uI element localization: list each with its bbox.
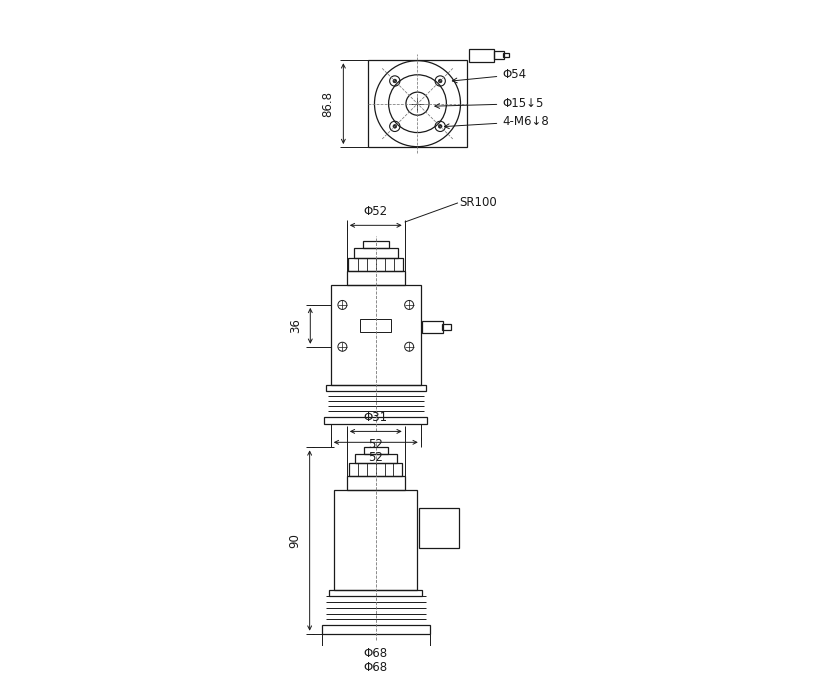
Text: Φ52: Φ52 xyxy=(364,205,387,217)
Text: 52: 52 xyxy=(368,437,383,451)
Bar xyxy=(503,53,509,57)
Bar xyxy=(468,49,494,61)
Bar xyxy=(326,385,426,391)
Bar xyxy=(494,51,504,59)
Text: Φ15↓5: Φ15↓5 xyxy=(435,97,544,110)
Bar xyxy=(325,416,428,425)
Text: Φ68: Φ68 xyxy=(364,647,387,660)
Bar xyxy=(329,590,423,597)
Bar xyxy=(331,285,421,385)
Circle shape xyxy=(438,79,442,83)
Bar xyxy=(350,464,402,477)
Bar xyxy=(442,323,451,330)
Bar xyxy=(363,448,388,454)
Bar xyxy=(361,319,391,332)
Bar xyxy=(347,477,405,491)
Circle shape xyxy=(393,125,397,128)
Bar xyxy=(348,258,403,271)
Text: 86.8: 86.8 xyxy=(321,90,334,117)
Text: 36: 36 xyxy=(290,319,302,333)
Bar xyxy=(422,321,443,333)
Text: Φ54: Φ54 xyxy=(453,68,526,83)
Bar xyxy=(347,271,405,285)
Bar xyxy=(334,491,418,590)
Bar xyxy=(355,454,397,464)
Text: SR100: SR100 xyxy=(459,196,497,209)
Circle shape xyxy=(438,125,442,128)
Text: 90: 90 xyxy=(288,533,301,548)
Circle shape xyxy=(393,79,397,83)
Text: Φ68: Φ68 xyxy=(364,661,387,674)
Bar xyxy=(363,242,388,248)
Bar xyxy=(354,248,397,258)
Bar xyxy=(419,508,458,548)
Bar xyxy=(321,625,430,634)
Text: Φ31: Φ31 xyxy=(364,410,387,424)
Bar xyxy=(367,60,468,147)
Text: 52: 52 xyxy=(368,452,383,464)
Text: 4-M6↓8: 4-M6↓8 xyxy=(444,115,549,129)
